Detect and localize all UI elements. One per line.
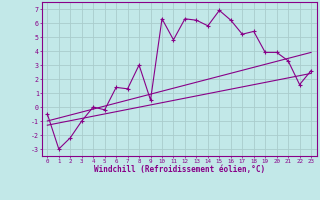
X-axis label: Windchill (Refroidissement éolien,°C): Windchill (Refroidissement éolien,°C): [94, 165, 265, 174]
